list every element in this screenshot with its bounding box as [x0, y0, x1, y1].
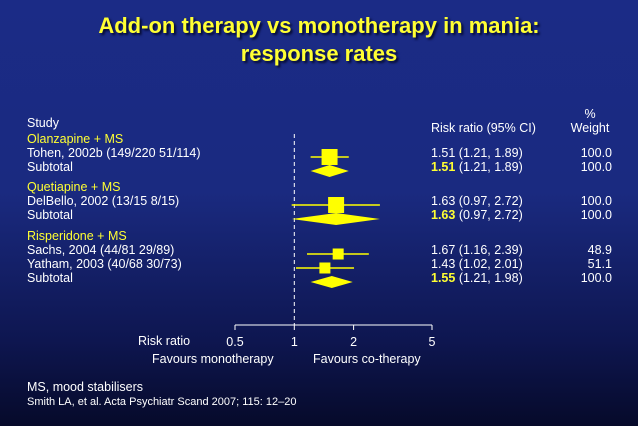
risk-ratio-header: Risk ratio (95% CI) — [431, 121, 536, 135]
subtotal-label: Subtotal — [27, 271, 73, 285]
study-risk-ratio: 1.67 (1.16, 2.39) — [431, 243, 523, 257]
x-tick-label: 2 — [350, 335, 357, 349]
group-heading: Olanzapine + MS — [27, 132, 124, 146]
subtotal-risk-ratio: 1.51 (1.21, 1.89) — [431, 160, 523, 174]
weight-value: 100.0 — [580, 146, 612, 160]
weight-header: Weight — [570, 121, 610, 135]
x-tick-label: 0.5 — [226, 335, 243, 349]
subtotal-ci: (0.97, 2.72) — [455, 208, 523, 222]
subtotal-diamond — [291, 213, 380, 225]
percent-header: % — [584, 107, 596, 121]
group-heading: Risperidone + MS — [27, 229, 127, 243]
subtotal-risk-ratio: 1.55 (1.21, 1.98) — [431, 271, 523, 285]
study-label: Sachs, 2004 (44/81 29/89) — [27, 243, 175, 257]
weight-value: 48.9 — [587, 243, 612, 257]
title-line-1: Add-on therapy vs monotherapy in mania: — [98, 13, 540, 38]
subtotal-estimate: 1.63 — [431, 208, 456, 222]
title-line-2: response rates — [240, 41, 398, 66]
subtotal-label: Subtotal — [27, 208, 73, 222]
subtotal-diamond — [310, 165, 349, 177]
group-heading: Quetiapine + MS — [27, 180, 121, 194]
study-risk-ratio: 1.51 (1.21, 1.89) — [431, 146, 523, 160]
study-label: Tohen, 2002b (149/220 51/114) — [27, 146, 201, 160]
study-header: Study — [27, 116, 59, 130]
study-risk-ratio: 1.63 (0.97, 2.72) — [431, 194, 523, 208]
axis-label: Risk ratio — [138, 334, 191, 348]
study-marker — [321, 149, 338, 165]
weight-value: 100.0 — [580, 271, 612, 285]
weight-value: 51.1 — [587, 257, 612, 271]
study-marker — [319, 262, 331, 274]
subtotal-estimate: 1.51 — [431, 160, 456, 174]
subtotal-label: Subtotal — [27, 160, 73, 174]
subtotal-ci: (1.21, 1.98) — [455, 271, 523, 285]
x-tick-label: 1 — [291, 335, 298, 349]
weight-value: 100.0 — [580, 208, 612, 222]
subtotal-diamond — [310, 276, 353, 288]
study-label: Yatham, 2003 (40/68 30/73) — [27, 257, 182, 271]
subtotal-ci: (1.21, 1.89) — [455, 160, 523, 174]
slide-title: Add-on therapy vs monotherapy in mania: … — [0, 12, 638, 68]
favours-cotherapy-label: Favours co-therapy — [313, 352, 421, 366]
subtotal-estimate: 1.55 — [431, 271, 456, 285]
weight-value: 100.0 — [580, 194, 612, 208]
x-tick-label: 5 — [429, 335, 436, 349]
study-marker — [328, 197, 345, 213]
footnote-citation: Smith LA, et al. Acta Psychiatr Scand 20… — [27, 396, 297, 408]
study-label: DelBello, 2002 (13/15 8/15) — [27, 194, 180, 208]
footnote-abbreviation: MS, mood stabilisers — [27, 380, 144, 394]
study-marker — [332, 248, 344, 260]
subtotal-risk-ratio: 1.63 (0.97, 2.72) — [431, 208, 523, 222]
favours-monotherapy-label: Favours monotherapy — [152, 352, 274, 366]
study-risk-ratio: 1.43 (1.02, 2.01) — [431, 257, 523, 271]
weight-value: 100.0 — [580, 160, 612, 174]
